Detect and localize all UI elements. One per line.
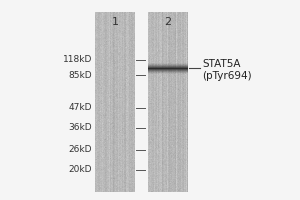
Text: 26kD: 26kD bbox=[68, 146, 92, 154]
Text: 47kD: 47kD bbox=[68, 104, 92, 112]
Text: 20kD: 20kD bbox=[68, 166, 92, 174]
Text: 2: 2 bbox=[164, 17, 172, 27]
Text: 36kD: 36kD bbox=[68, 123, 92, 132]
Text: STAT5A
(pTyr694): STAT5A (pTyr694) bbox=[202, 59, 252, 81]
Text: 1: 1 bbox=[112, 17, 118, 27]
Text: 85kD: 85kD bbox=[68, 71, 92, 79]
Text: 118kD: 118kD bbox=[63, 55, 92, 64]
